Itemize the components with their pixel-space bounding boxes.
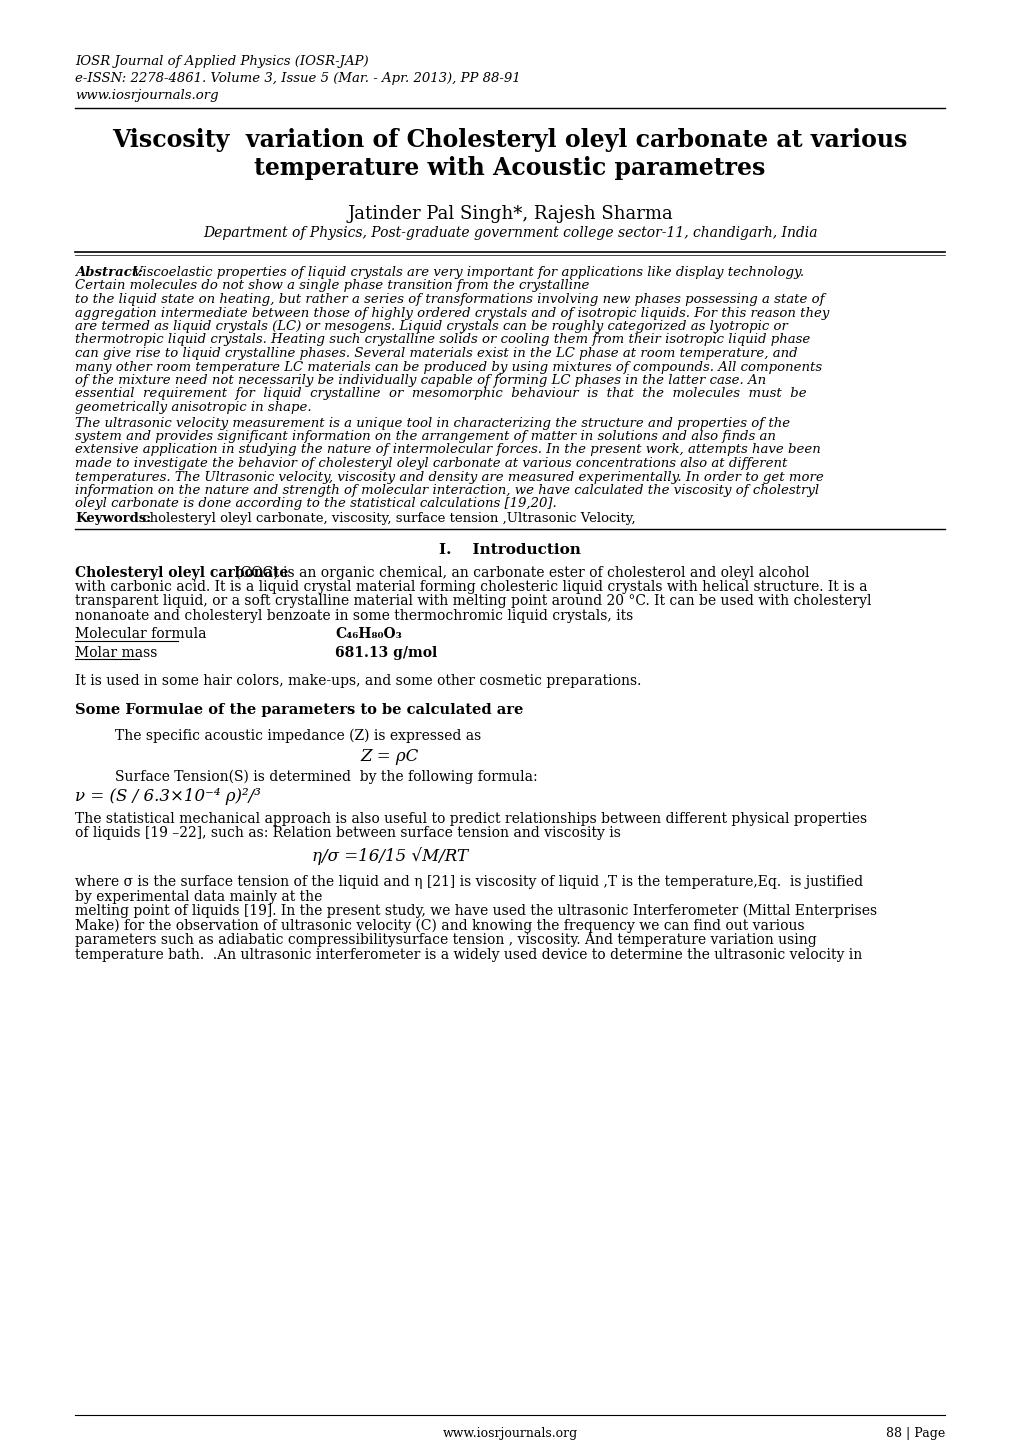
Text: oleyl carbonate is done according to the statistical calculations [19,20].: oleyl carbonate is done according to the… [75, 497, 556, 510]
Text: with carbonic acid. It is a liquid crystal material forming cholesteric liquid c: with carbonic acid. It is a liquid cryst… [75, 579, 866, 594]
Text: IOSR Journal of Applied Physics (IOSR-JAP): IOSR Journal of Applied Physics (IOSR-JA… [75, 55, 368, 68]
Text: 681.13 g/mol: 681.13 g/mol [334, 646, 437, 660]
Text: can give rise to liquid crystalline phases. Several materials exist in the LC ph: can give rise to liquid crystalline phas… [75, 347, 797, 360]
Text: Certain molecules do not show a single phase transition from the crystalline: Certain molecules do not show a single p… [75, 280, 589, 293]
Text: It is used in some hair colors, make-ups, and some other cosmetic preparations.: It is used in some hair colors, make-ups… [75, 673, 641, 687]
Text: geometrically anisotropic in shape.: geometrically anisotropic in shape. [75, 401, 312, 414]
Text: Surface Tension(S) is determined  by the following formula:: Surface Tension(S) is determined by the … [115, 769, 537, 784]
Text: Cholesteryl oleyl carbonate: Cholesteryl oleyl carbonate [75, 565, 288, 579]
Text: 88 | Page: 88 | Page [884, 1427, 944, 1440]
Text: essential  requirement  for  liquid  crystalline  or  mesomorphic  behaviour  is: essential requirement for liquid crystal… [75, 388, 806, 401]
Text: extensive application in studying the nature of intermolecular forces. In the pr: extensive application in studying the na… [75, 444, 820, 457]
Text: by experimental data mainly at the: by experimental data mainly at the [75, 889, 322, 904]
Text: (COC) is an organic chemical, an carbonate ester of cholesterol and oleyl alcoho: (COC) is an organic chemical, an carbona… [230, 565, 809, 579]
Text: Abstract:: Abstract: [75, 267, 143, 280]
Text: temperature bath.  .An ultrasonic interferometer is a widely used device to dete: temperature bath. .An ultrasonic interfe… [75, 948, 861, 961]
Text: of liquids [19 –22], such as: Relation between surface tension and viscosity is: of liquids [19 –22], such as: Relation b… [75, 826, 621, 840]
Text: ν = (S / 6.3×10⁻⁴ ρ)²/³: ν = (S / 6.3×10⁻⁴ ρ)²/³ [75, 788, 261, 806]
Text: transparent liquid, or a soft crystalline material with melting point around 20 : transparent liquid, or a soft crystallin… [75, 595, 870, 608]
Text: www.iosrjournals.org: www.iosrjournals.org [442, 1427, 577, 1440]
Text: www.iosrjournals.org: www.iosrjournals.org [75, 89, 218, 102]
Text: thermotropic liquid crystals. Heating such crystalline solids or cooling them fr: thermotropic liquid crystals. Heating su… [75, 333, 809, 346]
Text: The specific acoustic impedance (Z) is expressed as: The specific acoustic impedance (Z) is e… [115, 729, 481, 744]
Text: many other room temperature LC materials can be produced by using mixtures of co: many other room temperature LC materials… [75, 360, 821, 373]
Text: cholesteryl oleyl carbonate, viscosity, surface tension ,Ultrasonic Velocity,: cholesteryl oleyl carbonate, viscosity, … [138, 512, 635, 525]
Text: information on the nature and strength of molecular interaction, we have calcula: information on the nature and strength o… [75, 484, 818, 497]
Text: nonanoate and cholesteryl benzoate in some thermochromic liquid crystals, its: nonanoate and cholesteryl benzoate in so… [75, 610, 633, 623]
Text: aggregation intermediate between those of highly ordered crystals and of isotrop: aggregation intermediate between those o… [75, 307, 828, 320]
Text: Molecular formula: Molecular formula [75, 627, 206, 641]
Text: of the mixture need not necessarily be individually capable of forming LC phases: of the mixture need not necessarily be i… [75, 375, 765, 388]
Text: Some Formulae of the parameters to be calculated are: Some Formulae of the parameters to be ca… [75, 703, 523, 718]
Text: are termed as liquid crystals (LC) or mesogens. Liquid crystals can be roughly c: are termed as liquid crystals (LC) or me… [75, 320, 787, 333]
Text: Keywords:: Keywords: [75, 512, 151, 525]
Text: Jatinder Pal Singh*, Rajesh Sharma: Jatinder Pal Singh*, Rajesh Sharma [346, 205, 673, 223]
Text: C₄₆H₈₀O₃: C₄₆H₈₀O₃ [334, 627, 401, 641]
Text: η/σ =16/15 √M/RT: η/σ =16/15 √M/RT [312, 847, 468, 865]
Text: melting point of liquids [19]. In the present study, we have used the ultrasonic: melting point of liquids [19]. In the pr… [75, 904, 876, 918]
Text: The ultrasonic velocity measurement is a unique tool in characterizing the struc: The ultrasonic velocity measurement is a… [75, 416, 790, 429]
Text: parameters such as adiabatic compressibilitysurface tension , viscosity. And tem: parameters such as adiabatic compressibi… [75, 932, 816, 947]
Text: system and provides significant information on the arrangement of matter in solu: system and provides significant informat… [75, 429, 775, 442]
Text: made to investigate the behavior of cholesteryl oleyl carbonate at various conce: made to investigate the behavior of chol… [75, 457, 787, 470]
Text: e-ISSN: 2278-4861. Volume 3, Issue 5 (Mar. - Apr. 2013), PP 88-91: e-ISSN: 2278-4861. Volume 3, Issue 5 (Ma… [75, 72, 520, 85]
Text: Department of Physics, Post-graduate government college sector-11, chandigarh, I: Department of Physics, Post-graduate gov… [203, 226, 816, 241]
Text: Z = ρC: Z = ρC [361, 748, 419, 765]
Text: The statistical mechanical approach is also useful to predict relationships betw: The statistical mechanical approach is a… [75, 811, 866, 826]
Text: Viscoelastic properties of liquid crystals are very important for applications l: Viscoelastic properties of liquid crysta… [132, 267, 803, 280]
Text: Viscosity  variation of Cholesteryl oleyl carbonate at various
temperature with : Viscosity variation of Cholesteryl oleyl… [112, 128, 907, 180]
Text: to the liquid state on heating, but rather a series of transformations involving: to the liquid state on heating, but rath… [75, 293, 823, 305]
Text: temperatures. The Ultrasonic velocity, viscosity and density are measured experi: temperatures. The Ultrasonic velocity, v… [75, 471, 823, 484]
Text: Molar mass: Molar mass [75, 646, 157, 660]
Text: Make) for the observation of ultrasonic velocity (C) and knowing the frequency w: Make) for the observation of ultrasonic … [75, 918, 804, 932]
Text: where σ is the surface tension of the liquid and η [21] is viscosity of liquid ,: where σ is the surface tension of the li… [75, 875, 862, 889]
Text: I.    Introduction: I. Introduction [438, 543, 581, 558]
